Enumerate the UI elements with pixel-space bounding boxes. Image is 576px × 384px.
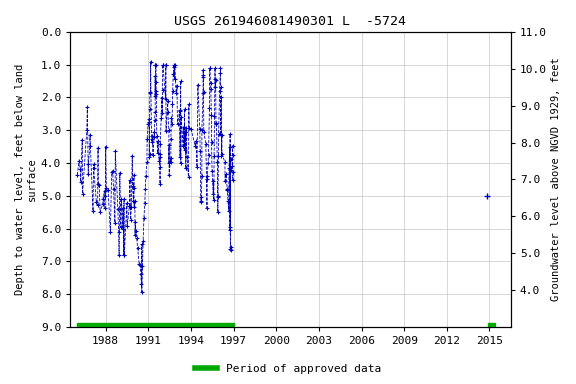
Legend: Period of approved data: Period of approved data [191,359,385,379]
Bar [488,323,495,331]
Bar [77,323,233,331]
Y-axis label: Groundwater level above NGVD 1929, feet: Groundwater level above NGVD 1929, feet [551,58,561,301]
Title: USGS 261946081490301 L  -5724: USGS 261946081490301 L -5724 [175,15,407,28]
Y-axis label: Depth to water level, feet below land
surface: Depth to water level, feet below land su… [15,64,37,295]
